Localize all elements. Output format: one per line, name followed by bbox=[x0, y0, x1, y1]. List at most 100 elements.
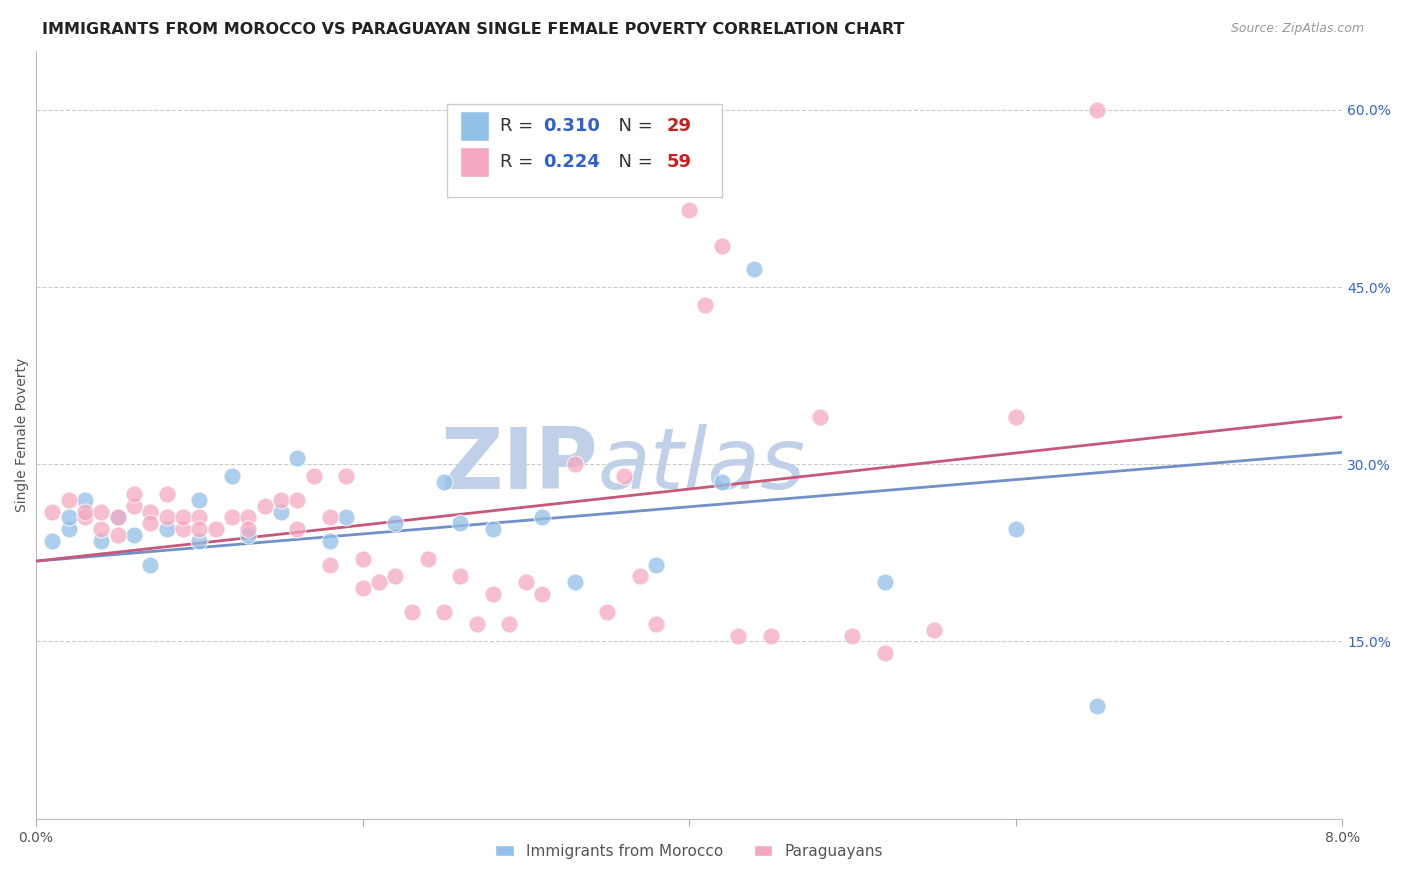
Point bbox=[352, 582, 374, 596]
Point bbox=[139, 558, 162, 572]
Point bbox=[188, 492, 211, 507]
Text: 59: 59 bbox=[666, 153, 692, 171]
Point bbox=[188, 534, 211, 549]
Point bbox=[352, 551, 374, 566]
Point bbox=[172, 522, 194, 536]
Text: R =: R = bbox=[499, 117, 538, 135]
Point bbox=[384, 569, 406, 583]
Text: R =: R = bbox=[499, 153, 538, 171]
Text: 0.310: 0.310 bbox=[543, 117, 600, 135]
Point bbox=[172, 510, 194, 524]
Point bbox=[58, 510, 80, 524]
Point bbox=[759, 629, 782, 643]
Text: 0.224: 0.224 bbox=[543, 153, 600, 171]
Point bbox=[302, 469, 325, 483]
Point bbox=[498, 616, 520, 631]
Point bbox=[335, 469, 357, 483]
Point bbox=[515, 575, 537, 590]
Point bbox=[450, 516, 472, 531]
Point bbox=[873, 575, 896, 590]
Point bbox=[482, 587, 505, 601]
Point bbox=[41, 534, 63, 549]
Point bbox=[155, 487, 177, 501]
Text: atlas: atlas bbox=[598, 424, 806, 507]
Point bbox=[1085, 699, 1108, 714]
Point bbox=[695, 298, 717, 312]
Point bbox=[450, 569, 472, 583]
Point bbox=[58, 522, 80, 536]
Point bbox=[744, 262, 766, 277]
Point bbox=[221, 510, 243, 524]
Y-axis label: Single Female Poverty: Single Female Poverty bbox=[15, 358, 30, 512]
Point bbox=[285, 451, 308, 466]
Point bbox=[1085, 103, 1108, 117]
Point bbox=[367, 575, 389, 590]
Point bbox=[433, 605, 456, 619]
Point bbox=[107, 528, 129, 542]
Point bbox=[285, 522, 308, 536]
Legend: Immigrants from Morocco, Paraguayans: Immigrants from Morocco, Paraguayans bbox=[489, 838, 889, 865]
Point bbox=[613, 469, 636, 483]
Text: N =: N = bbox=[607, 117, 658, 135]
Point bbox=[107, 510, 129, 524]
Point bbox=[139, 504, 162, 518]
Point bbox=[122, 487, 145, 501]
Point bbox=[270, 492, 292, 507]
Point bbox=[73, 504, 96, 518]
FancyBboxPatch shape bbox=[461, 147, 489, 177]
Point bbox=[465, 616, 488, 631]
Point bbox=[238, 528, 260, 542]
Point bbox=[841, 629, 863, 643]
Point bbox=[873, 646, 896, 660]
Point bbox=[401, 605, 423, 619]
Point bbox=[1004, 409, 1026, 424]
Point bbox=[531, 587, 554, 601]
Point bbox=[710, 238, 733, 252]
Point bbox=[628, 569, 651, 583]
Point bbox=[416, 551, 439, 566]
Point bbox=[41, 504, 63, 518]
Point bbox=[188, 510, 211, 524]
Point bbox=[221, 469, 243, 483]
Text: ZIP: ZIP bbox=[440, 424, 598, 507]
Point bbox=[335, 510, 357, 524]
Point bbox=[155, 510, 177, 524]
Point bbox=[238, 522, 260, 536]
Point bbox=[433, 475, 456, 489]
Point bbox=[710, 475, 733, 489]
Point bbox=[531, 510, 554, 524]
Point bbox=[90, 522, 112, 536]
FancyBboxPatch shape bbox=[461, 112, 489, 141]
Point bbox=[645, 616, 668, 631]
Point bbox=[270, 504, 292, 518]
Point bbox=[808, 409, 831, 424]
Point bbox=[155, 522, 177, 536]
Point bbox=[596, 605, 619, 619]
Text: IMMIGRANTS FROM MOROCCO VS PARAGUAYAN SINGLE FEMALE POVERTY CORRELATION CHART: IMMIGRANTS FROM MOROCCO VS PARAGUAYAN SI… bbox=[42, 22, 904, 37]
Point bbox=[73, 510, 96, 524]
Point bbox=[90, 534, 112, 549]
Text: Source: ZipAtlas.com: Source: ZipAtlas.com bbox=[1230, 22, 1364, 36]
Text: N =: N = bbox=[607, 153, 658, 171]
Point bbox=[727, 629, 749, 643]
Point bbox=[922, 623, 945, 637]
Point bbox=[482, 522, 505, 536]
Point bbox=[678, 203, 700, 218]
Point bbox=[564, 457, 586, 471]
FancyBboxPatch shape bbox=[447, 104, 721, 196]
Point bbox=[645, 558, 668, 572]
Point bbox=[90, 504, 112, 518]
Point bbox=[204, 522, 226, 536]
Point bbox=[319, 510, 342, 524]
Point bbox=[107, 510, 129, 524]
Point bbox=[285, 492, 308, 507]
Point bbox=[73, 492, 96, 507]
Point bbox=[139, 516, 162, 531]
Point bbox=[253, 499, 276, 513]
Point bbox=[58, 492, 80, 507]
Point bbox=[122, 499, 145, 513]
Point bbox=[188, 522, 211, 536]
Point bbox=[1004, 522, 1026, 536]
Point bbox=[319, 558, 342, 572]
Point bbox=[122, 528, 145, 542]
